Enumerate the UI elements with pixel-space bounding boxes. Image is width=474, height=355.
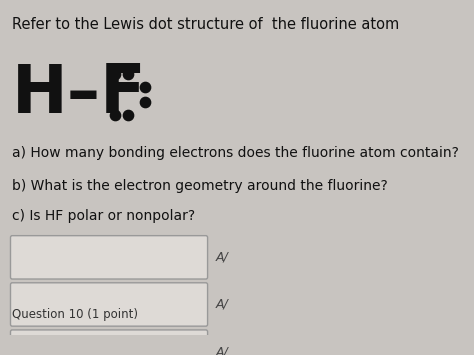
Text: b) What is the electron geometry around the fluorine?: b) What is the electron geometry around … bbox=[12, 179, 388, 193]
Point bbox=[111, 112, 118, 118]
FancyBboxPatch shape bbox=[10, 283, 208, 326]
Text: Question 10 (1 point): Question 10 (1 point) bbox=[12, 307, 138, 321]
Point bbox=[124, 112, 131, 118]
FancyBboxPatch shape bbox=[10, 236, 208, 279]
Point bbox=[124, 71, 131, 76]
Text: Refer to the Lewis dot structure of  the fluorine atom: Refer to the Lewis dot structure of the … bbox=[12, 17, 400, 32]
Text: A/: A/ bbox=[216, 298, 228, 311]
Text: c) Is HF polar or nonpolar?: c) Is HF polar or nonpolar? bbox=[12, 209, 195, 223]
Point bbox=[111, 71, 118, 76]
Point bbox=[142, 99, 149, 105]
Point bbox=[142, 84, 149, 89]
Text: A/: A/ bbox=[216, 251, 228, 264]
FancyBboxPatch shape bbox=[10, 330, 208, 355]
Text: a) How many bonding electrons does the fluorine atom contain?: a) How many bonding electrons does the f… bbox=[12, 146, 459, 160]
Text: H–F: H–F bbox=[12, 61, 147, 127]
Text: A/: A/ bbox=[216, 345, 228, 355]
